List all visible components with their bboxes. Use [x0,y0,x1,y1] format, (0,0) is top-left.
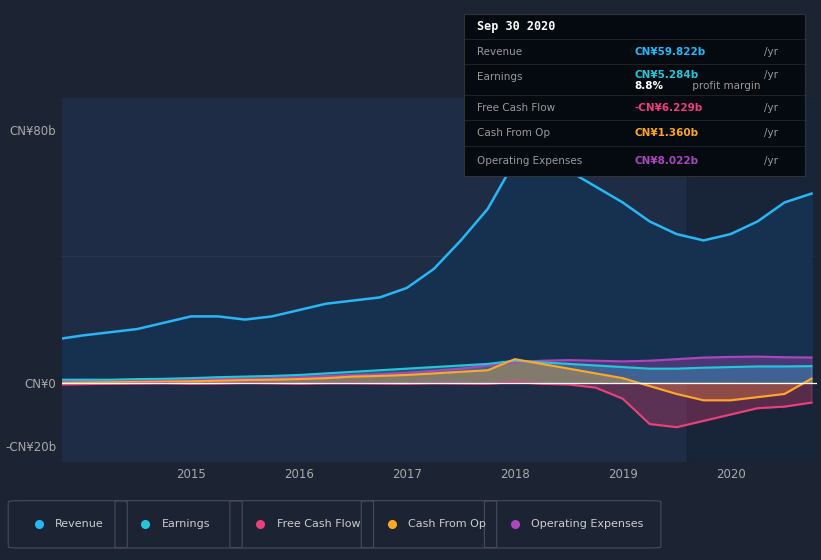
Text: Earnings: Earnings [478,72,523,82]
Text: Revenue: Revenue [478,46,523,57]
Text: CN¥59.822b: CN¥59.822b [635,46,705,57]
Text: Free Cash Flow: Free Cash Flow [277,519,360,529]
Text: profit margin: profit margin [689,81,760,91]
Text: Earnings: Earnings [162,519,210,529]
Bar [687,98,817,462]
Text: -CN¥6.229b: -CN¥6.229b [635,103,703,113]
Text: Sep 30 2020: Sep 30 2020 [478,20,556,32]
Text: Cash From Op: Cash From Op [478,128,551,138]
Text: 8.8%: 8.8% [635,81,663,91]
Text: CN¥1.360b: CN¥1.360b [635,128,699,138]
Text: Cash From Op: Cash From Op [408,519,486,529]
Text: /yr: /yr [764,156,777,166]
Text: /yr: /yr [764,128,777,138]
Text: /yr: /yr [764,46,777,57]
Text: Operating Expenses: Operating Expenses [531,519,644,529]
Text: Revenue: Revenue [55,519,103,529]
Text: Operating Expenses: Operating Expenses [478,156,583,166]
Text: Free Cash Flow: Free Cash Flow [478,103,556,113]
Text: CN¥5.284b: CN¥5.284b [635,70,699,80]
Text: /yr: /yr [764,70,777,80]
Text: /yr: /yr [764,103,777,113]
Text: CN¥8.022b: CN¥8.022b [635,156,699,166]
